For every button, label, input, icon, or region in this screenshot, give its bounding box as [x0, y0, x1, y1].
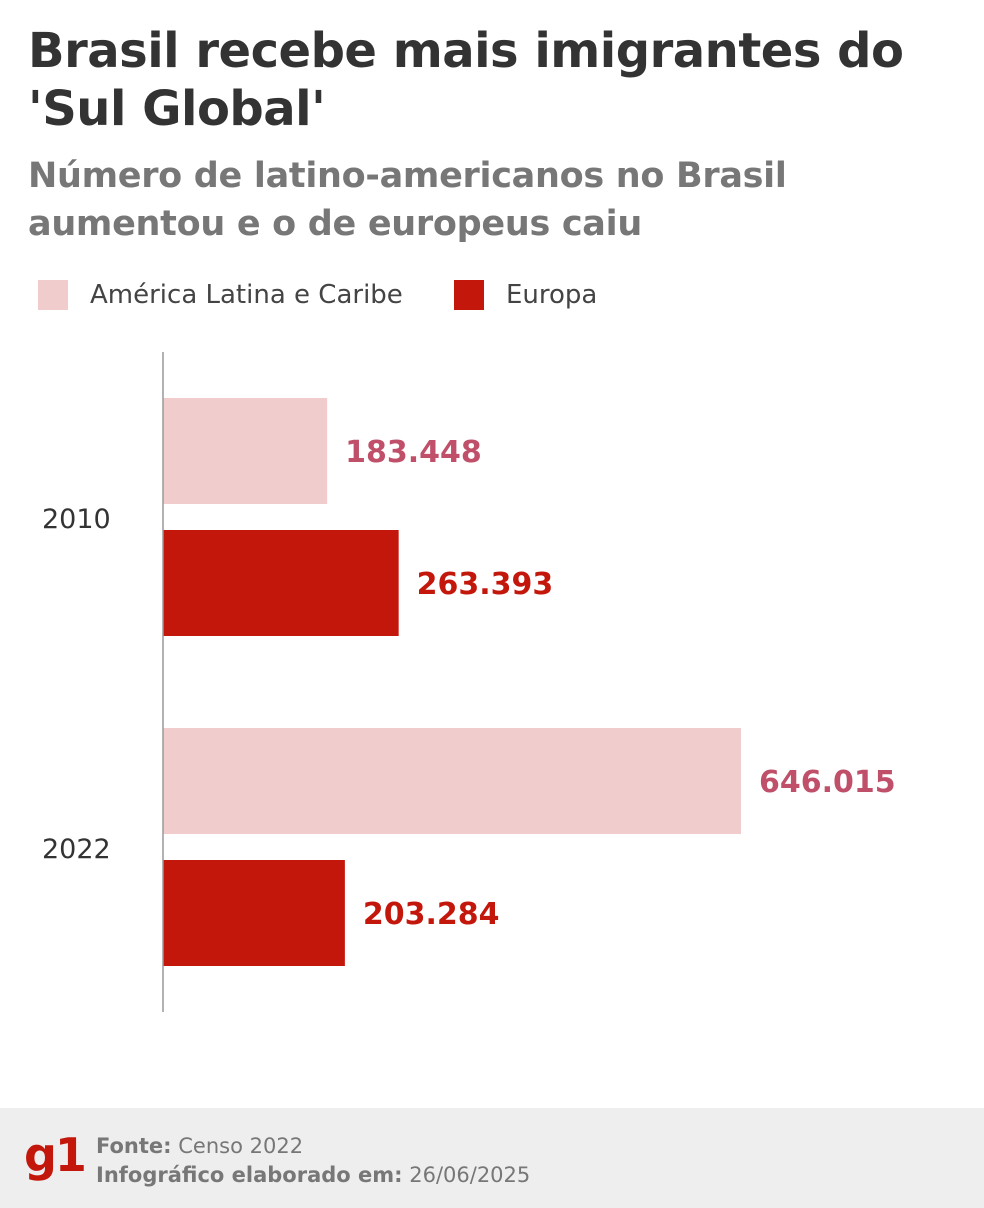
bar-chart: 183.448 263.393 2010 646.015 203.284 2022: [42, 352, 896, 1012]
legend-item-latam: América Latina e Caribe: [38, 280, 403, 310]
source-label: Fonte:: [96, 1134, 172, 1158]
g1-logo: g1: [24, 1128, 87, 1182]
source-value: Censo 2022: [178, 1134, 304, 1158]
bar-latam-2022: [163, 728, 741, 834]
category-label-2022: 2022: [42, 834, 111, 865]
data-label-latam-2022: 646.015: [759, 765, 896, 800]
bar-europa-2022: [163, 860, 345, 966]
data-label-latam-2010: 183.448: [345, 435, 482, 470]
source-info: Fonte: Censo 2022 Infográfico elaborado …: [96, 1132, 530, 1190]
bar-europa-2010: [163, 530, 399, 636]
legend-label-europa: Europa: [506, 280, 598, 310]
footer: g1 Fonte: Censo 2022 Infográfico elabora…: [0, 1108, 984, 1208]
bar-latam-2010: [163, 398, 328, 504]
legend-swatch-europa: [454, 280, 484, 310]
chart-subtitle: Número de latino-americanos no Brasil au…: [28, 156, 787, 244]
chart-title: Brasil recebe mais imigrantes do 'Sul Gl…: [28, 23, 904, 137]
legend-swatch-latam: [38, 280, 68, 310]
data-label-europa-2022: 203.284: [363, 897, 500, 932]
legend-item-europa: Europa: [454, 280, 597, 310]
data-label-europa-2010: 263.393: [417, 567, 554, 602]
made-label: Infográfico elaborado em:: [96, 1163, 403, 1187]
made-value: 26/06/2025: [409, 1163, 531, 1187]
legend-label-latam: América Latina e Caribe: [90, 280, 403, 310]
category-label-2010: 2010: [42, 504, 111, 535]
